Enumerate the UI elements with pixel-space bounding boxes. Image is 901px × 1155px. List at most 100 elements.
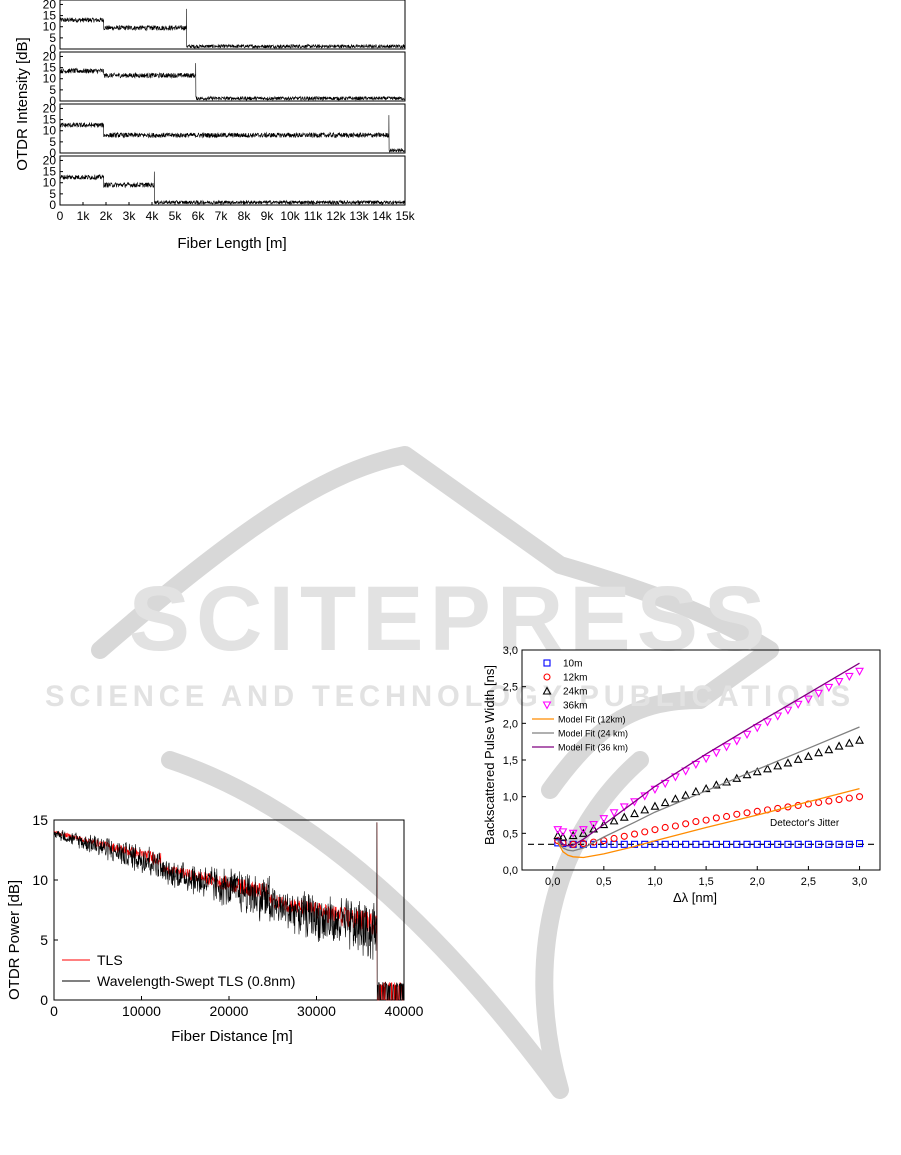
- data-point: [773, 712, 783, 721]
- y-tick-label: 10: [43, 20, 57, 34]
- y-tick-label: 15: [43, 9, 57, 23]
- data-point: [743, 809, 751, 817]
- data-point: [701, 754, 711, 764]
- y-tick-label: 15: [43, 113, 57, 127]
- series-36km: [553, 667, 864, 838]
- legend-label: 12km: [563, 673, 587, 684]
- data-point: [640, 805, 650, 814]
- y-tick-label: 10: [32, 872, 48, 888]
- data-point: [825, 797, 833, 805]
- y-tick-label: 3,0: [503, 645, 518, 657]
- watermark-title: SCITEPRESS: [129, 568, 772, 670]
- legend: 10m 12km 24km 36km Model Fit (12km) Model Fit…: [532, 659, 628, 753]
- x-tick-label: 2,5: [801, 876, 816, 888]
- data-point: [804, 840, 812, 848]
- data-point: [753, 840, 761, 848]
- data-point: [671, 840, 679, 848]
- data-point: [682, 820, 690, 828]
- legend-label: Model Fit (12km): [558, 715, 626, 725]
- legend-swatch: [542, 686, 552, 695]
- y-tick-label: 10: [43, 176, 57, 190]
- data-point: [814, 748, 824, 757]
- data-point: [558, 828, 568, 837]
- data-point: [553, 830, 563, 840]
- subplot-frame: [59, 155, 406, 206]
- x-tick-label: 20000: [210, 1003, 249, 1019]
- otdr-trace-1: [59, 8, 406, 50]
- y-axis-label: OTDR Intensity [dB]: [14, 37, 31, 170]
- data-point: [702, 816, 710, 824]
- data-point: [844, 738, 854, 747]
- data-point: [783, 758, 793, 767]
- data-point: [671, 822, 679, 830]
- x-tick-label: 0,0: [545, 876, 560, 888]
- data-point: [723, 840, 731, 848]
- watermark-swoosh-lower: [161, 751, 649, 1099]
- y-tick-label: 15: [43, 61, 57, 75]
- legend-entry: Model Fit (24 km): [532, 729, 628, 739]
- data-point: [650, 785, 660, 794]
- jitter-annotation: Detector's Jitter: [770, 818, 840, 829]
- subplot-frame: [59, 51, 406, 102]
- data-point: [630, 808, 639, 818]
- y-tick-label: 0: [49, 94, 56, 108]
- plot-area: [521, 649, 881, 871]
- model-fit-line: [557, 787, 860, 859]
- data-point: [824, 683, 834, 693]
- x-tick-label: 14k: [372, 209, 392, 223]
- x-axis-ticks: 0 1k 2k 3k 4k 5k 6k 7k 8k 9k 10k 11k 12k 13k 14k 15k: [57, 202, 416, 223]
- axis-ticks: 0,0 0,5 1,0 1,5 2,0 2,5 3,0 0,0 0,5 1,0 1,5 2,0 2,5 3…: [503, 645, 867, 888]
- x-tick-label: 7k: [215, 209, 229, 223]
- data-point: [845, 794, 853, 802]
- x-tick-label: 3k: [123, 209, 137, 223]
- data-point: [774, 840, 782, 848]
- otdr-power-chart: 0 10000 20000 30000 40000 0 5 10 15 TLS Wavelengt…: [6, 812, 424, 1045]
- data-point: [711, 749, 721, 758]
- otdr-trace-4: [59, 171, 406, 206]
- data-point: [609, 809, 619, 818]
- y-tick-label: 20: [43, 101, 57, 115]
- x-tick-label: 0: [57, 209, 64, 223]
- data-point: [793, 754, 803, 763]
- data-point: [835, 840, 843, 848]
- x-tick-label: 0,5: [596, 876, 611, 888]
- data-point: [752, 767, 762, 776]
- x-tick-label: 15k: [395, 209, 415, 223]
- y-axis-label: OTDR Power [dB]: [6, 880, 23, 1000]
- data-point: [712, 814, 720, 822]
- series-model-fit-12km-: [557, 787, 860, 859]
- data-point: [620, 840, 628, 848]
- x-tick-label: 2,0: [750, 876, 765, 888]
- y-tick-label: 5: [49, 31, 56, 45]
- data-point: [834, 677, 844, 687]
- data-point: [804, 800, 812, 808]
- x-tick-label: 4k: [146, 209, 160, 223]
- x-tick-label: 9k: [261, 209, 275, 223]
- y-tick-label: 0: [49, 198, 56, 212]
- data-point: [815, 798, 823, 807]
- data-point: [722, 743, 731, 752]
- data-point: [855, 735, 864, 744]
- data-point: [723, 812, 731, 821]
- data-point: [620, 832, 628, 840]
- x-tick-label: 11k: [304, 209, 323, 223]
- y-tick-label: 0: [49, 146, 56, 160]
- data-point: [681, 767, 691, 776]
- data-point: [692, 840, 700, 848]
- x-tick-label: 6k: [192, 209, 206, 223]
- data-point: [855, 793, 864, 801]
- x-tick-label: 12k: [326, 209, 346, 223]
- legend-entry: 10m: [543, 659, 582, 670]
- data-point: [732, 737, 742, 746]
- y-axis-label: Backscattered Pulse Width [ns]: [482, 665, 497, 845]
- y-tick-label: 20: [43, 0, 57, 11]
- y-tick-label: 15: [43, 165, 57, 179]
- y-tick-label: 15: [32, 812, 48, 828]
- data-point: [681, 790, 691, 799]
- legend-label: 10m: [563, 659, 582, 670]
- data-point: [835, 796, 843, 804]
